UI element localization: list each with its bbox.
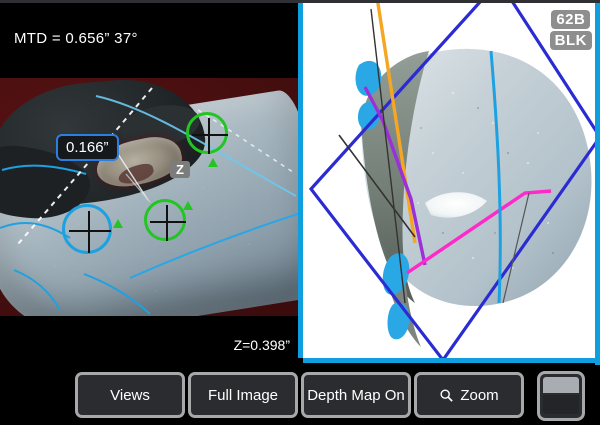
measurement-callout[interactable]: 0.166”: [56, 134, 119, 161]
full-image-button-label: Full Image: [207, 386, 279, 404]
full-image-button[interactable]: Full Image: [188, 372, 298, 418]
measurement-overlay-graphics: [0, 87, 298, 315]
view-badges: 62B BLK: [549, 10, 592, 50]
views-button[interactable]: Views: [75, 372, 185, 418]
cursor-2-indicator: [208, 158, 218, 167]
panel-frame-right: [595, 3, 600, 365]
point-cloud-graphics: [308, 3, 600, 358]
cursor-marker-active[interactable]: [62, 204, 112, 254]
panel-divider[interactable]: [298, 3, 303, 358]
split-layout-button[interactable]: [537, 371, 585, 421]
mtd-readout: MTD = 0.656” 37°: [14, 30, 138, 47]
cursor-3-indicator: [183, 201, 193, 210]
cursor-marker-2[interactable]: [186, 112, 228, 154]
photo-content: Z 0.166”: [0, 78, 298, 316]
cursor-marker-3[interactable]: [144, 199, 186, 241]
depth-map-toggle-button[interactable]: Depth Map On: [301, 372, 411, 418]
panel-frame-bottom: [303, 358, 600, 363]
views-button-label: Views: [110, 386, 150, 404]
window-top-rule: [0, 0, 600, 3]
cursor-active-indicator: [113, 219, 123, 228]
point-cloud-3d-panel[interactable]: 62B BLK: [303, 3, 600, 358]
magnifier-icon: [440, 388, 454, 402]
measurement-image-panel[interactable]: MTD = 0.656” 37°: [0, 3, 298, 358]
depth-map-toggle-label: Depth Map On: [307, 386, 405, 404]
depth-readout: Z=0.398”: [233, 337, 290, 353]
split-pane-icon-top: [543, 377, 579, 393]
inspection-photo[interactable]: Z 0.166”: [0, 78, 298, 316]
z-plane-marker: Z: [170, 161, 190, 178]
bottom-toolbar: Views Full Image Depth Map On Zoom: [0, 365, 600, 425]
badge-color-mode: BLK: [549, 31, 592, 50]
badge-view-code: 62B: [551, 10, 591, 29]
split-pane-icon-bottom: [543, 394, 579, 414]
zoom-button[interactable]: Zoom: [414, 372, 524, 418]
zoom-button-label: Zoom: [460, 386, 499, 404]
